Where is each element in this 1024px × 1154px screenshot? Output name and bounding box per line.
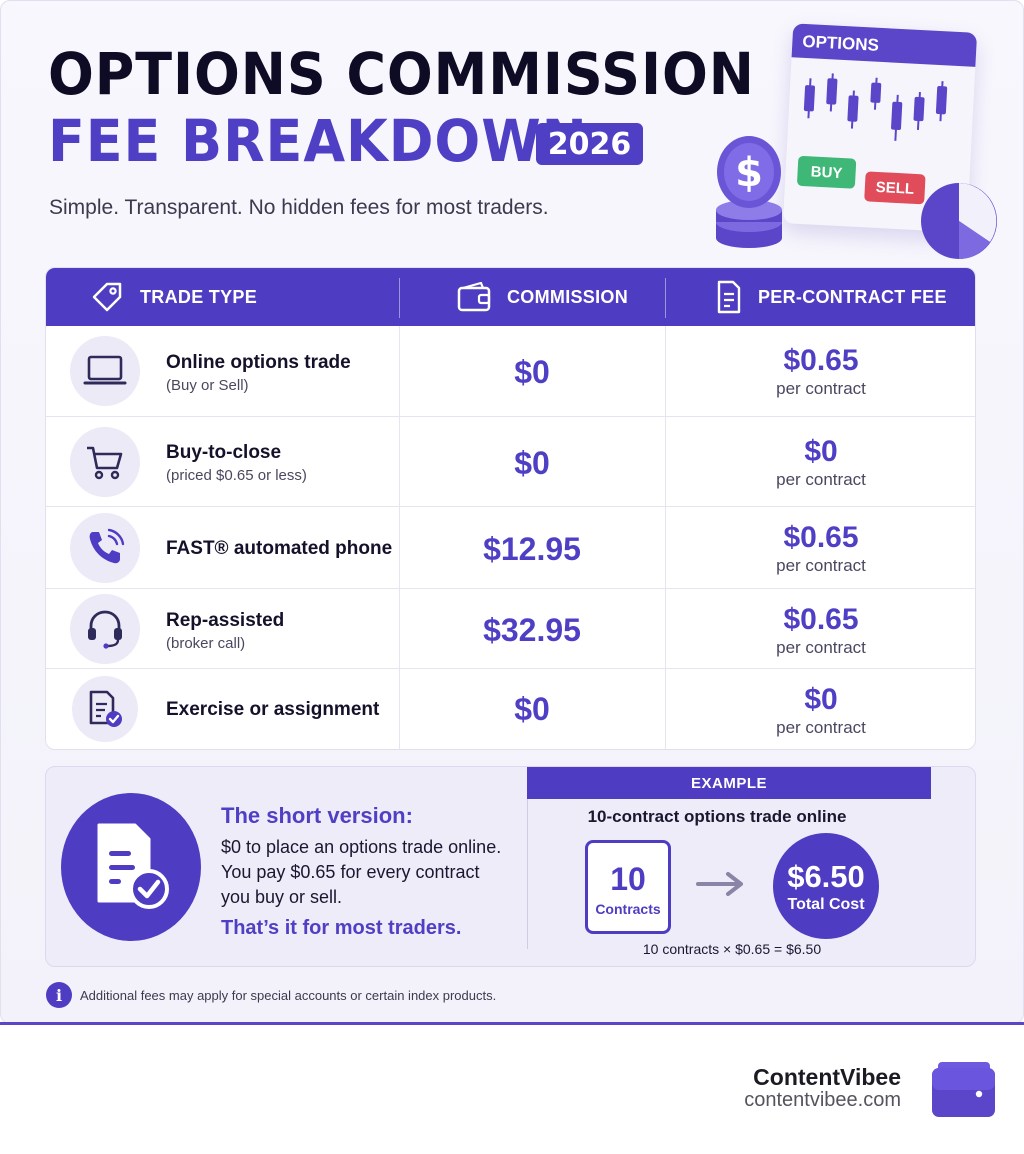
commission-value: $0 [514,354,550,390]
trade-type-name: Rep-assisted [166,610,285,631]
trade-type-name: Exercise or assignment [166,699,380,720]
laptop-icon [70,336,140,406]
per-contract-value: $0.65 [783,603,859,636]
trade-type-name: FAST® automated phone [166,538,393,559]
coin-stack-icon: $ [716,136,782,248]
table-header: TRADE TYPE COMMISSION PER-CONTRACT FEE [46,268,975,326]
document-check-icon [61,793,201,941]
title-line-1: OPTIONS COMMISSION [48,40,755,108]
contracts-document: 10 Contracts [585,840,671,934]
commission-value: $32.95 [483,612,581,648]
year-badge: 2026 [536,123,643,165]
per-contract-unit: per contract [776,379,866,398]
commission-value: $0 [514,445,550,481]
table-row: FAST® automated phone $12.95 $0.65 per c… [46,506,975,588]
pie-chart-icon [921,183,997,259]
header-per-contract-label: PER-CONTRACT FEE [758,286,947,307]
options-window-graphic: OPTIONS BUY SELL [782,23,978,233]
commission-value: $12.95 [483,531,581,567]
trading-illustration: OPTIONS BUY SELL $ [700,20,1020,270]
column-separator [399,326,400,749]
summary-divider [527,799,528,949]
example-subtitle: 10-contract options trade online [587,807,847,826]
trade-type-note: (priced $0.65 or less) [166,467,307,484]
per-contract-value: $0 [804,683,838,716]
header-trade-type-label: TRADE TYPE [140,286,258,307]
commission-value: $0 [514,691,550,727]
summary-footer: That’s it for most traders. [221,917,462,939]
per-contract-unit: per contract [776,470,866,489]
candlestick-chart-icon [803,73,948,141]
header-separator [665,278,666,318]
column-separator [665,326,666,749]
document-check-icon [72,676,138,742]
header-commission-label: COMMISSION [507,286,629,307]
summary-title: The short version: [221,803,413,828]
header-trade-type: TRADE TYPE [90,268,257,326]
header-per-contract: PER-CONTRACT FEE [716,268,947,326]
buy-button-graphic: BUY [796,155,857,189]
arrow-right-icon [696,872,743,896]
header-separator [399,278,400,318]
subtitle: Simple. Transparent. No hidden fees for … [49,196,549,219]
per-contract-unit: per contract [776,718,866,737]
brand-url[interactable]: contentvibee.com [744,1089,901,1111]
contracts-number: 10 [610,861,646,897]
summary-body: $0 to place an options trade online. You… [221,837,502,907]
brand-name: ContentVibee [753,1064,901,1090]
price-tag-icon [92,282,122,312]
header-commission: COMMISSION [457,268,628,326]
title-line-2: FEE BREAKDOWN [48,107,588,175]
headset-icon [70,594,140,664]
divider-line [0,1022,1024,1025]
cart-icon [70,427,140,497]
summary-box: The short version: $0 to place an option… [45,766,976,967]
receipt-icon [717,280,741,314]
svg-text:$: $ [735,150,763,196]
total-cost-badge: $6.50 Total Cost [773,833,879,939]
trade-type-note: (Buy or Sell) [166,377,249,394]
per-contract-value: $0.65 [783,521,859,554]
info-icon: i [46,982,72,1008]
table-row: Buy-to-close (priced $0.65 or less) $0 $… [46,416,975,506]
formula-text: 10 contracts × $0.65 = $6.50 [642,941,822,957]
per-contract-unit: per contract [776,638,866,657]
trade-type-name: Buy-to-close [166,442,282,463]
total-amount: $6.50 [787,859,865,894]
table-row: Online options trade (Buy or Sell) $0 $0… [46,326,975,416]
wallet-icon [457,282,491,312]
fee-table: TRADE TYPE COMMISSION PER-CONTRACT FEE [45,267,976,750]
phone-icon [70,513,140,583]
contracts-label: Contracts [595,901,661,917]
wallet-logo-icon [932,1062,995,1117]
sell-button-graphic: SELL [864,171,926,205]
per-contract-value: $0 [804,435,838,468]
per-contract-unit: per contract [776,556,866,575]
per-contract-value: $0.65 [783,344,859,377]
trade-type-name: Online options trade [166,352,351,373]
example-label: EXAMPLE [527,767,931,799]
total-label: Total Cost [787,896,865,913]
table-row: Exercise or assignment $0 $0 per contrac… [46,668,975,749]
footnote: i Additional fees may apply for special … [46,982,496,1008]
options-window-title: OPTIONS [791,23,978,67]
footnote-text: Additional fees may apply for special ac… [80,987,497,1003]
trade-type-note: (broker call) [166,635,246,652]
table-row: Rep-assisted (broker call) $32.95 $0.65 … [46,588,975,668]
